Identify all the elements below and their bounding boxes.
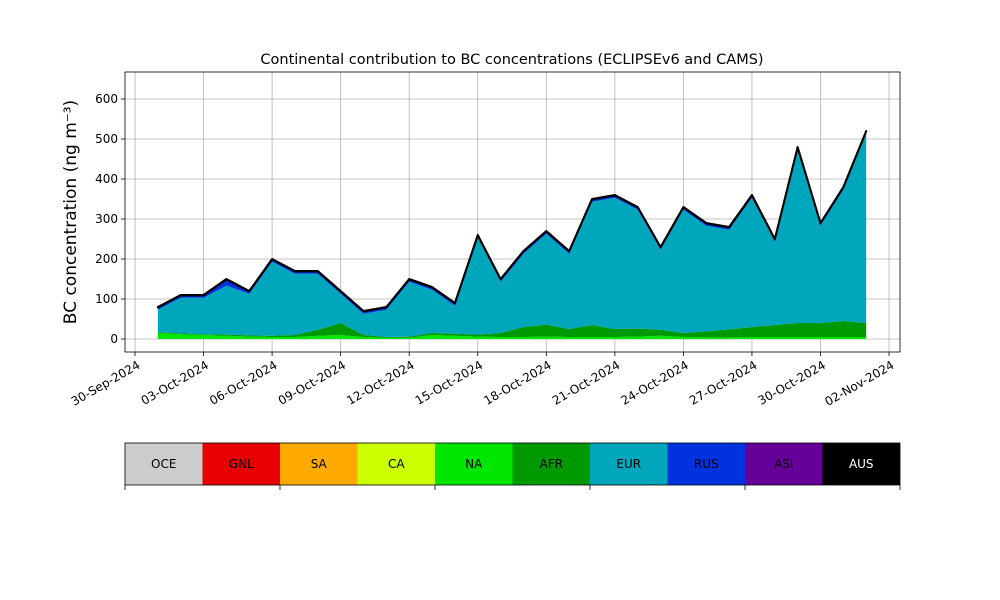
y-tick-label: 500 bbox=[95, 132, 118, 146]
y-tick-label: 400 bbox=[95, 172, 118, 186]
y-tick-label: 200 bbox=[95, 252, 118, 266]
area bbox=[157, 321, 867, 338]
legend-label: GNL bbox=[229, 457, 254, 471]
y-tick-label: 0 bbox=[110, 332, 118, 346]
plot-frame bbox=[124, 71, 901, 353]
legend-frame bbox=[124, 442, 901, 486]
legend-swatch bbox=[822, 443, 900, 485]
legend-label: SA bbox=[311, 457, 328, 471]
legend-swatch bbox=[590, 443, 668, 485]
legend-swatch bbox=[357, 443, 435, 485]
legend-label: ASI bbox=[774, 457, 793, 471]
chart-title: Continental contribution to BC concentra… bbox=[260, 52, 763, 68]
legend-label: EUR bbox=[616, 457, 641, 471]
y-tick-label: 100 bbox=[95, 292, 118, 306]
legend-swatch bbox=[512, 443, 590, 485]
legend-swatch bbox=[435, 443, 513, 485]
legend-label: OCE bbox=[151, 457, 176, 471]
legend-swatch bbox=[202, 443, 280, 485]
area bbox=[157, 133, 867, 337]
legend-swatch bbox=[667, 443, 745, 485]
area bbox=[156, 130, 868, 313]
legend-swatch bbox=[745, 443, 823, 485]
legend-label: AUS bbox=[849, 457, 874, 471]
y-tick-label: 600 bbox=[95, 92, 118, 106]
legend-label: NA bbox=[465, 457, 483, 471]
legend-label: CA bbox=[388, 457, 405, 471]
y-axis-label: BC concentration (ng m⁻³) bbox=[61, 100, 81, 324]
legend-swatch bbox=[280, 443, 358, 485]
y-tick-label: 300 bbox=[95, 212, 118, 226]
area bbox=[157, 333, 867, 339]
legend-label: RUS bbox=[694, 457, 719, 471]
legend-swatch bbox=[125, 443, 203, 485]
legend-label: AFR bbox=[540, 457, 563, 471]
